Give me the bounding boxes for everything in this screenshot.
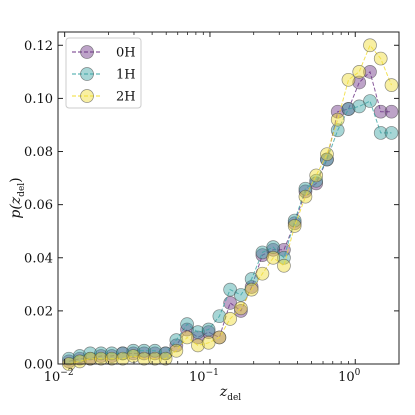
data-point-2H: [255, 266, 270, 281]
data-point-2H: [137, 351, 151, 366]
legend-label-0H: 0H: [116, 46, 136, 61]
data-point-1H: [309, 173, 324, 188]
data-point-2H: [126, 349, 141, 363]
legend-label-1H: 1H: [116, 68, 136, 83]
y-tick-label: 0.10: [24, 92, 53, 107]
legend-marker-0H: [80, 45, 94, 59]
series-2H: [62, 38, 399, 371]
legend-label-2H: 2H: [116, 90, 136, 105]
data-point-1H: [298, 181, 313, 196]
data-point-1H: [341, 102, 356, 116]
data-point-2H: [363, 38, 377, 53]
data-point-2H: [384, 78, 399, 92]
data-point-2H: [148, 351, 162, 366]
data-point-0H: [373, 104, 388, 119]
data-point-2H: [72, 354, 87, 369]
data-point-2H: [158, 351, 173, 366]
plot-frame: [57, 31, 400, 365]
data-point-1H: [169, 333, 184, 347]
y-tick-label: 0.04: [24, 251, 53, 266]
y-tick-label: 0.08: [24, 145, 53, 160]
data-point-2H: [373, 51, 388, 66]
data-point-2H: [115, 351, 130, 366]
data-point-2H: [169, 343, 184, 358]
y-tick-label: 0.06: [24, 198, 53, 213]
y-tick-label: 0.00: [24, 358, 53, 373]
y-tick-label: 0.02: [24, 304, 53, 319]
data-point-1H: [180, 317, 194, 332]
data-point-1H: [266, 240, 281, 254]
data-point-2H: [223, 311, 237, 326]
x-tick-label: 10−1: [189, 368, 219, 385]
data-point-2H: [212, 330, 227, 345]
data-point-2H: [234, 301, 248, 316]
data-point-1H: [330, 123, 345, 138]
series-line-1H: [68, 100, 392, 360]
x-axis-label: zdel: [219, 384, 241, 403]
data-point-2H: [298, 189, 313, 204]
data-point-1H: [384, 126, 399, 140]
x-tick-label: 10−2: [44, 368, 74, 385]
data-point-2H: [94, 351, 108, 366]
data-point-2H: [191, 338, 205, 353]
data-point-0H: [384, 104, 399, 119]
data-point-1H: [62, 351, 76, 366]
data-point-2H: [320, 147, 334, 162]
data-point-2H: [277, 258, 291, 273]
data-point-2H: [244, 282, 259, 297]
y-axis-label: p(zdel): [8, 177, 27, 218]
data-point-2H: [83, 351, 98, 366]
data-point-1H: [320, 152, 334, 167]
data-point-2H: [180, 330, 194, 345]
data-point-1H: [201, 322, 216, 337]
y-tick-label: 0.12: [24, 39, 53, 54]
data-point-1H: [126, 343, 141, 358]
data-point-1H: [115, 346, 130, 361]
data-point-2H: [287, 219, 302, 233]
data-point-1H: [363, 94, 377, 108]
data-point-2H: [309, 168, 324, 183]
data-point-2H: [330, 112, 345, 127]
legend-box: [65, 37, 142, 109]
data-point-1H: [148, 343, 162, 358]
data-point-0H: [363, 64, 377, 79]
data-point-1H: [72, 349, 87, 363]
data-point-2H: [352, 64, 367, 79]
data-point-2H: [341, 72, 356, 87]
x-tick-label: 100: [338, 368, 361, 385]
legend-marker-1H: [80, 67, 94, 81]
data-point-1H: [373, 126, 388, 140]
data-point-0H: [352, 75, 367, 90]
data-point-2H: [266, 250, 281, 265]
legend-marker-2H: [80, 89, 94, 103]
series-1H: [62, 94, 399, 366]
data-point-0H: [169, 338, 184, 353]
data-point-1H: [212, 309, 227, 324]
series-line-2H: [68, 44, 392, 365]
